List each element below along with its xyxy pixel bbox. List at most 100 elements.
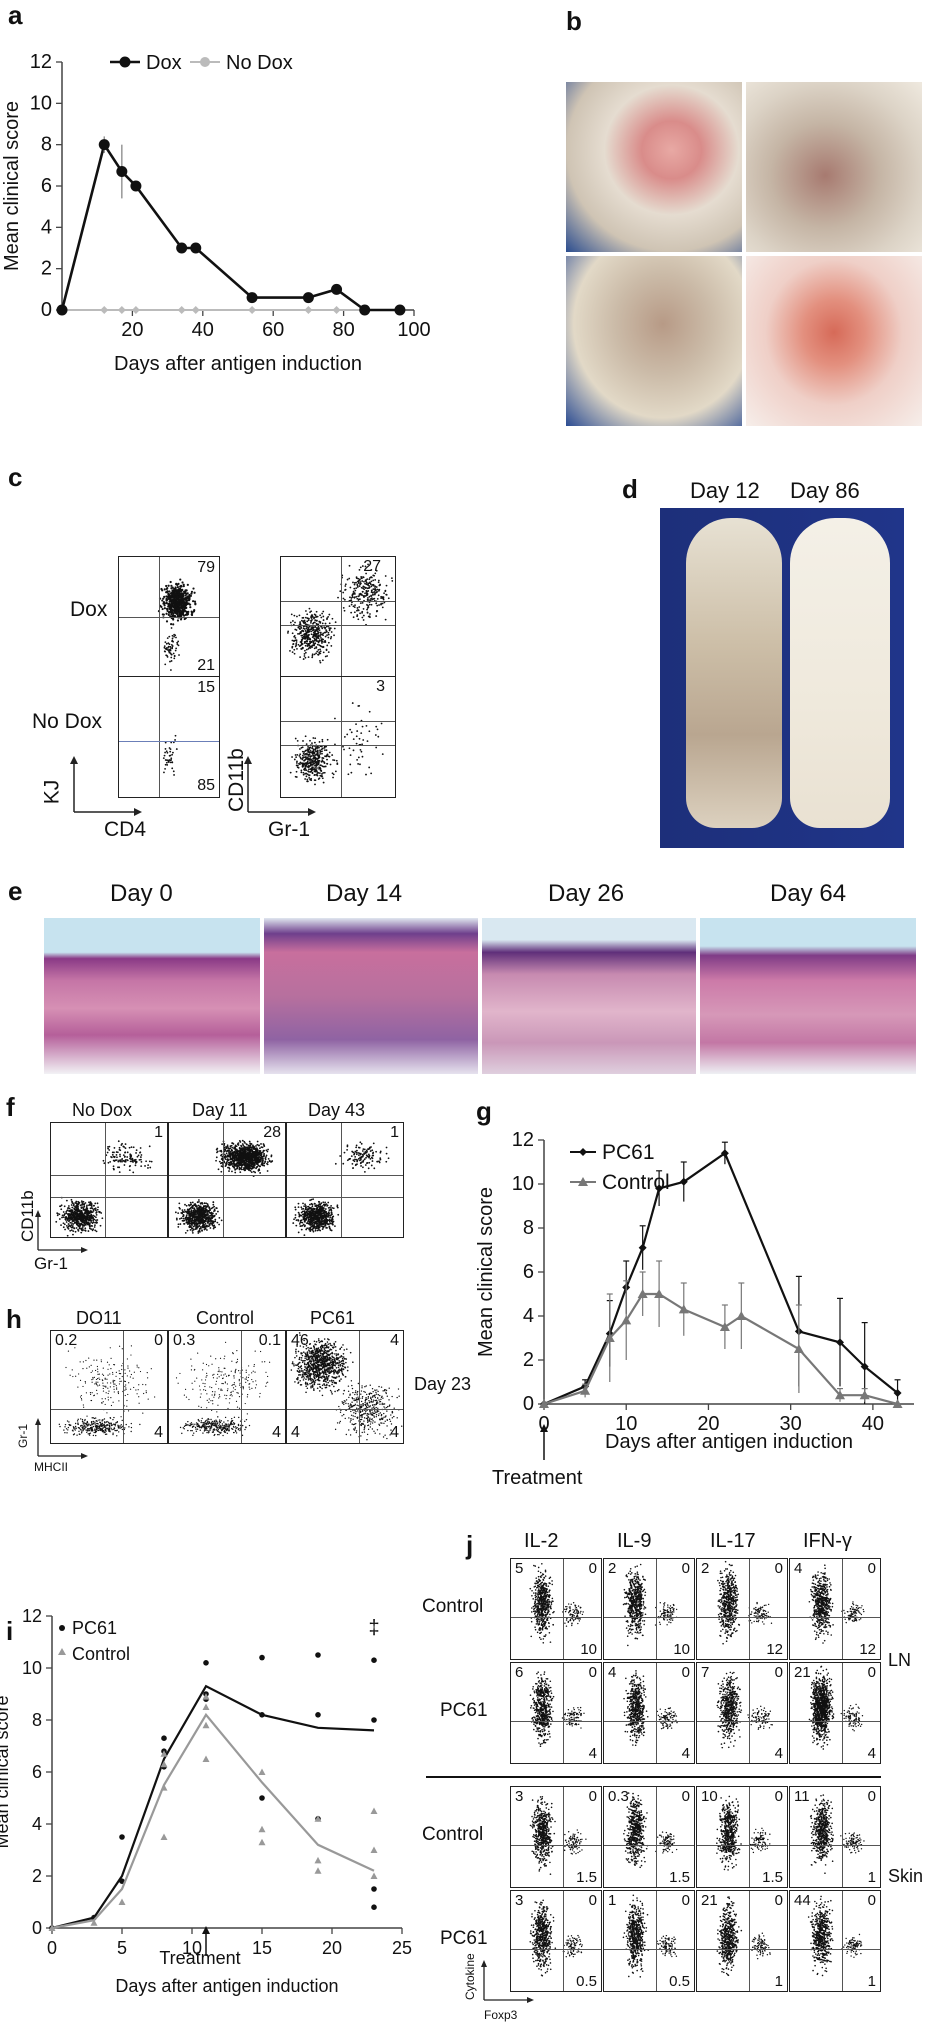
data-point-dox (57, 305, 68, 316)
data-point-control (259, 1826, 266, 1833)
label-e-day0: Day 0 (110, 880, 173, 908)
panel-label-a: a (8, 0, 22, 31)
data-point-nodox (248, 306, 256, 314)
j-flow-plot-r3-c3: 44 0 1 (789, 1890, 881, 1992)
treatment-label: Treatment (159, 1948, 240, 1968)
kj-nodox-top-value: 15 (197, 679, 215, 697)
data-point-dox (247, 292, 258, 303)
y-tick-label: 2 (523, 1349, 534, 1371)
j-flow-plot-r2-c3: 11 0 1 (789, 1786, 881, 1888)
data-point-pc61 (371, 1717, 377, 1723)
data-point-dox (331, 284, 342, 295)
j-flow-plot-r1-c0: 6 0 4 (510, 1662, 602, 1764)
series-line-control (52, 1715, 374, 1928)
y-tick-label: 8 (41, 134, 52, 156)
data-point-control (679, 1304, 689, 1313)
j-value-tr: 0 (868, 1560, 876, 1577)
cd11b-nodox-value: 3 (376, 678, 385, 696)
histology-day64 (700, 918, 916, 1074)
data-point-control (315, 1857, 322, 1864)
x-tick-label: 40 (862, 1413, 884, 1435)
data-point-nodox (118, 306, 126, 314)
data-point-control (371, 1873, 378, 1880)
y-tick-label: 2 (32, 1866, 42, 1886)
data-point-pc61 (119, 1834, 125, 1840)
data-point-nodox (304, 306, 312, 314)
legend-dox-marker (120, 57, 131, 68)
axis-cd11b: CD11b (225, 748, 249, 812)
axis-arrows-f (30, 1210, 90, 1254)
j-value-br: 0.5 (576, 1973, 597, 1990)
j-value-tl: 21 (701, 1892, 718, 1909)
j-value-tl: 5 (515, 1560, 523, 1577)
j-flow-plot-r1-c3: 21 0 4 (789, 1662, 881, 1764)
data-point-control (259, 1839, 266, 1846)
j-group-ln: LN (888, 1650, 911, 1671)
j-value-tl: 21 (794, 1664, 811, 1681)
j-value-br: 1 (868, 1973, 876, 1990)
y-axis-label: Mean clinical score (0, 1695, 12, 1848)
y-tick-label: 0 (41, 299, 52, 321)
j-value-tr: 0 (589, 1560, 597, 1577)
j-value-br: 0.5 (669, 1973, 690, 1990)
chart-a: 0 2 4 6 8 10 12 20 40 60 80 100 Days after antigen i… (0, 40, 450, 450)
y-axis-label: Mean clinical score (1, 101, 23, 271)
panel-label-c: c (8, 462, 22, 493)
h-pc61-br: 4 (390, 1424, 399, 1442)
data-point-nodox (132, 306, 140, 314)
flow-plot-cd11b-dox: 27 (280, 556, 396, 678)
data-point-dox (176, 243, 187, 254)
j-value-br: 4 (868, 1745, 876, 1762)
panel-label-e: e (8, 876, 22, 907)
series-line-dox (62, 145, 400, 310)
f-title-day43: Day 43 (308, 1100, 365, 1121)
j-value-tl: 4 (608, 1664, 616, 1681)
j-value-tl: 4 (794, 1560, 802, 1577)
j-column-3: IFN-γ (803, 1530, 852, 1553)
data-point-pc61 (161, 1735, 167, 1741)
y-tick-label: 10 (512, 1173, 534, 1195)
panel-label-j: j (466, 1530, 473, 1561)
j-value-tr: 0 (868, 1892, 876, 1909)
j-value-br: 10 (580, 1641, 597, 1658)
j-value-br: 1 (868, 1869, 876, 1886)
y-tick-label: 12 (512, 1130, 534, 1151)
f-title-nodox: No Dox (72, 1100, 132, 1121)
flow-plot-f-day11: 28 (168, 1122, 286, 1238)
kj-nodox-bottom-value: 85 (197, 777, 215, 795)
divider-j (426, 1776, 881, 1778)
data-point-control (736, 1311, 746, 1320)
data-point-pc61 (371, 1657, 377, 1663)
j-value-tl: 11 (794, 1788, 810, 1805)
data-point-dox (359, 305, 370, 316)
series-line-control (544, 1294, 898, 1404)
label-day86: Day 86 (790, 478, 860, 504)
j-value-tr: 0 (682, 1788, 690, 1805)
j-column-2: IL-17 (710, 1530, 756, 1553)
j-column-0: IL-2 (524, 1530, 558, 1553)
h-control-tl: 0.3 (173, 1332, 195, 1350)
j-flow-plot-r3-c1: 1 0 0.5 (603, 1890, 695, 1992)
data-point-control (203, 1756, 210, 1763)
legend-dox-label: Dox (146, 52, 182, 74)
photo-mouse-back (566, 256, 742, 426)
legend-nodox-label: No Dox (226, 52, 293, 74)
y-tick-label: 6 (523, 1261, 534, 1283)
j-axis-cytokine: Cytokine (463, 1953, 477, 2000)
j-value-br: 4 (682, 1745, 690, 1762)
photo-mice-comparison (660, 508, 904, 848)
data-point-pc61 (259, 1655, 265, 1661)
panel-label-g: g (476, 1096, 492, 1127)
j-value-tl: 2 (608, 1560, 616, 1577)
data-point-control (203, 1704, 210, 1711)
photo-grid-b (566, 82, 922, 426)
label-e-day14: Day 14 (326, 880, 402, 908)
axis-arrows-c1 (64, 756, 144, 816)
legend-nodox-marker (200, 57, 210, 67)
j-value-tl: 2 (701, 1560, 709, 1577)
j-flow-plot-r1-c1: 4 0 4 (603, 1662, 695, 1764)
legend-control-label: Control (72, 1644, 130, 1664)
y-tick-label: 10 (30, 92, 52, 114)
y-tick-label: 8 (523, 1217, 534, 1239)
